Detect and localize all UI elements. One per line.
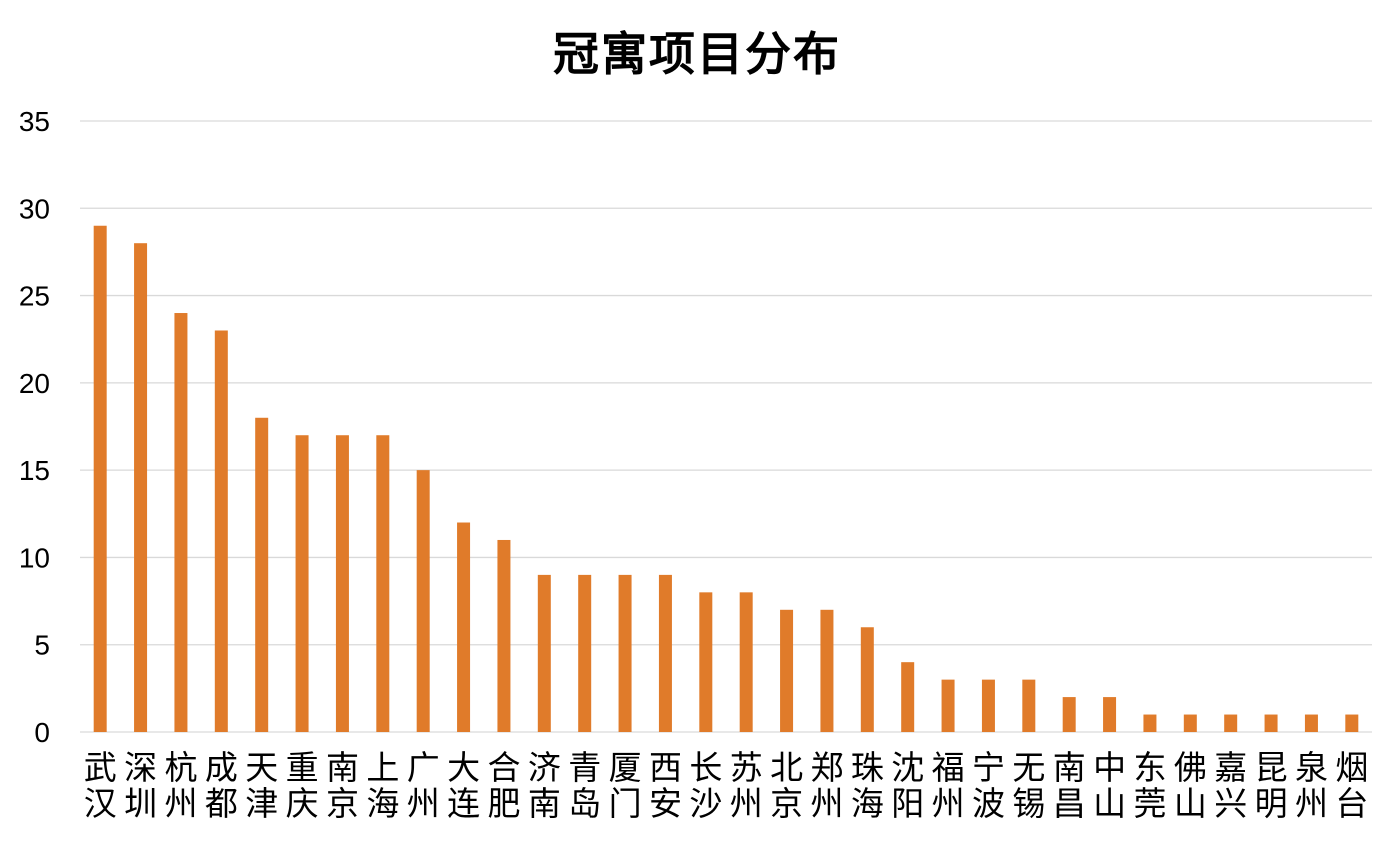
y-tick-label: 25 — [19, 281, 50, 312]
bar — [820, 609, 834, 732]
x-tick-label: 南昌 — [1053, 748, 1086, 823]
bar — [981, 679, 995, 732]
x-tick-label: 苏州 — [730, 748, 763, 823]
x-tick-label: 大连 — [447, 748, 480, 823]
x-tick-label: 宁波 — [972, 748, 1005, 823]
bar — [93, 225, 107, 732]
x-tick-label: 天津 — [245, 748, 278, 823]
y-tick-label: 35 — [19, 106, 50, 137]
x-tick-label: 重庆 — [286, 748, 319, 823]
bar — [1103, 697, 1117, 732]
x-axis-ticks: 武汉深圳杭州成都天津重庆南京上海广州大连合肥济南青岛厦门西安长沙苏州北京郑州珠海… — [84, 748, 1369, 823]
bar — [699, 592, 713, 732]
bar — [1304, 714, 1318, 732]
bar — [578, 574, 592, 732]
bar — [335, 435, 349, 732]
bar — [537, 574, 551, 732]
bar — [901, 662, 915, 732]
x-tick-label: 嘉兴 — [1214, 748, 1247, 823]
x-tick-label: 郑州 — [810, 748, 843, 823]
x-tick-label: 成都 — [205, 748, 238, 823]
bar — [497, 539, 511, 732]
x-tick-label: 无锡 — [1012, 748, 1045, 823]
x-tick-label: 昆明 — [1255, 748, 1288, 823]
x-tick-label: 泉州 — [1295, 748, 1328, 823]
x-tick-label: 上海 — [366, 748, 399, 823]
x-tick-label: 长沙 — [689, 748, 722, 823]
bar — [1143, 714, 1157, 732]
x-tick-label: 厦门 — [609, 748, 642, 823]
bar — [739, 592, 753, 732]
bar — [214, 330, 228, 732]
y-tick-label: 5 — [34, 630, 50, 661]
y-axis-ticks: 0 5 10 15 20 25 30 35 — [19, 106, 50, 748]
bar — [1183, 714, 1197, 732]
x-tick-label: 珠海 — [851, 748, 884, 823]
bar — [780, 609, 794, 732]
bar — [1224, 714, 1238, 732]
bars — [93, 225, 1359, 732]
x-tick-label: 合肥 — [487, 748, 520, 823]
x-tick-label: 广州 — [407, 748, 440, 823]
bar — [1062, 697, 1076, 732]
bar — [860, 627, 874, 732]
gridlines — [80, 120, 1372, 733]
bar — [1345, 714, 1359, 732]
bar — [457, 522, 471, 732]
y-tick-label: 10 — [19, 542, 50, 573]
x-tick-label: 深圳 — [124, 748, 157, 823]
x-tick-label: 东莞 — [1133, 748, 1166, 823]
chart-title: 冠寓项目分布 — [553, 27, 841, 81]
bar — [174, 313, 188, 732]
x-tick-label: 西安 — [649, 748, 682, 823]
x-tick-label: 南京 — [326, 748, 359, 823]
x-tick-label: 中山 — [1093, 748, 1126, 823]
x-tick-label: 福州 — [932, 748, 965, 823]
bar — [618, 574, 632, 732]
x-tick-label: 烟台 — [1335, 748, 1368, 823]
x-tick-label: 武汉 — [84, 748, 117, 823]
bar — [941, 679, 955, 732]
x-tick-label: 青岛 — [568, 748, 601, 823]
y-tick-label: 0 — [34, 717, 50, 748]
x-tick-label: 沈阳 — [891, 748, 924, 823]
y-tick-label: 30 — [19, 193, 50, 224]
x-tick-label: 佛山 — [1174, 748, 1207, 823]
bar — [1264, 714, 1278, 732]
x-tick-label: 杭州 — [164, 748, 197, 823]
x-tick-label: 济南 — [528, 748, 561, 823]
bar — [416, 470, 430, 732]
bar — [295, 435, 309, 732]
y-tick-label: 15 — [19, 455, 50, 486]
x-tick-label: 北京 — [770, 748, 803, 823]
bar — [134, 243, 148, 732]
bar — [376, 435, 390, 732]
bar — [1022, 679, 1036, 732]
bar — [658, 574, 672, 732]
bar — [255, 417, 269, 732]
y-tick-label: 20 — [19, 368, 50, 399]
